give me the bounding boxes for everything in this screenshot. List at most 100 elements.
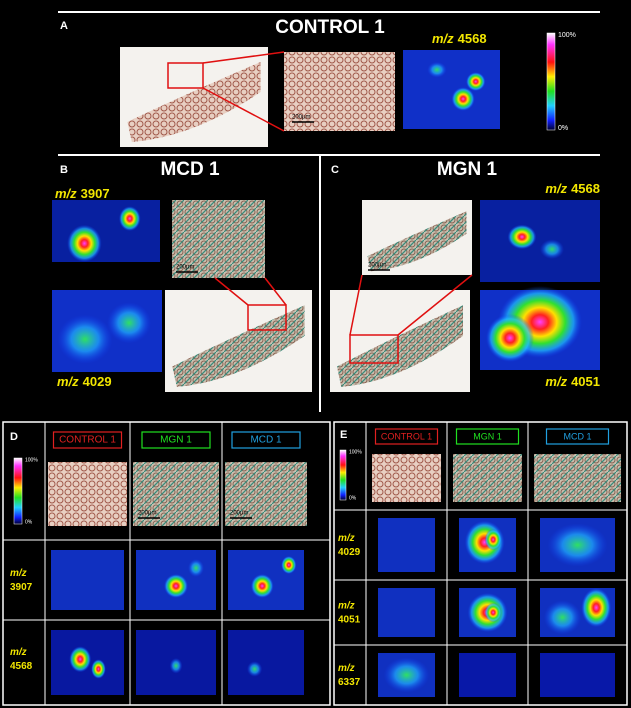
column-label-box [52,431,123,449]
ion-hotspot [188,559,204,577]
ion-hotspot [250,574,274,598]
ion-label: m/z 3907 [10,568,33,593]
ion-hotspot [507,224,537,250]
ion-hotspot [484,602,502,623]
ion-label: m/z 4568 [545,181,600,196]
ion-prefix: m/z [10,647,27,658]
panel-letter: C [331,164,339,176]
ion-mass: 3907 [81,186,110,201]
panel-letter: B [60,164,68,176]
ion-prefix: m/z [432,31,454,46]
histology-image [133,462,219,526]
scale-bar-label: 200µm [292,115,310,121]
zoom-box [247,304,287,331]
histology-image [172,305,305,387]
ion-hotspot [57,314,113,364]
colorbar-max: 100% [558,32,576,39]
ion-mass: 4568 [571,181,600,196]
panel-title: MGN 1 [437,159,498,180]
ion-hotspot [543,600,582,635]
ion-label: m/z 4051 [545,374,600,389]
ion-image [52,200,160,262]
ion-hotspot [91,659,106,679]
colorbar [13,457,23,525]
zoom-line [264,277,287,306]
column-label-box [545,428,610,445]
ion-mass: 4029 [83,374,112,389]
histology-image [127,62,261,142]
ion-hotspot [107,302,151,344]
ion-hotspot [540,239,564,260]
ion-image [459,653,516,697]
scale-bar-label: 200µm [368,263,386,269]
histology-image [453,454,522,502]
zoom-line [214,277,249,306]
column-label: MGN 1 [160,435,192,446]
panel-frame [2,421,331,706]
ion-prefix: m/z [338,533,355,544]
panel-letter: D [10,431,18,443]
ion-mass: 4029 [338,547,361,558]
histology-image [225,462,307,526]
ion-prefix: m/z [338,663,355,674]
ion-prefix: m/z [545,374,567,389]
panel-title: MCD 1 [160,159,220,180]
ion-mass: 4568 [10,661,33,672]
ion-mass: 3907 [10,582,33,593]
scale-bar-label: 200µm [138,511,156,517]
ion-hotspot [427,61,447,78]
zoom-line [202,87,285,132]
ion-label: m/z 4051 [338,600,361,625]
ion-image [51,550,124,610]
ion-image [403,50,500,129]
ion-image [378,518,435,572]
scale-bar-label: 200µm [176,265,194,271]
ion-prefix: m/z [338,600,355,611]
zoom-line [202,51,285,64]
ion-mass: 6337 [338,677,361,688]
ion-prefix: m/z [57,374,79,389]
ion-hotspot [547,523,608,567]
ion-hotspot [486,314,534,362]
ion-hotspot [466,72,486,92]
column-label-box [374,428,439,445]
column-label: MCD 1 [250,435,282,446]
ion-hotspot [169,657,183,674]
ion-image [480,200,600,282]
histology-zoom [284,52,395,131]
ion-hotspot [281,556,297,574]
panel-letter: A [60,20,68,32]
ion-hotspot [69,646,92,673]
colorbar-min: 0% [558,125,568,132]
panel-title: CONTROL 1 [275,17,385,38]
ion-hotspot [484,528,502,551]
zoom-line [397,274,473,336]
colorbar-max: 100% [349,449,362,455]
ion-hotspot [164,574,188,598]
ion-label: m/z 4568 [432,31,487,46]
histology-image [367,211,467,272]
ion-hotspot [451,87,475,111]
ion-label: m/z 3907 [55,186,110,201]
colorbar [546,32,556,131]
panel-letter: E [340,429,347,441]
column-label-box [141,431,211,449]
column-label: MCD 1 [563,431,591,441]
ion-image [228,630,304,695]
zoom-line [349,274,363,336]
ion-hotspot [67,224,102,262]
ion-label: m/z 6337 [338,663,361,688]
ion-prefix: m/z [10,568,27,579]
scale-bar-label: 200µm [230,511,248,517]
ion-mass: 4568 [458,31,487,46]
ion-label: m/z 4568 [10,647,33,672]
colorbar-min: 0% [25,519,33,525]
ion-mass: 4051 [338,614,361,625]
ion-prefix: m/z [55,186,77,201]
histology-image [534,454,621,502]
colorbar-max: 100% [25,457,38,463]
ion-label: m/z 4029 [338,533,361,558]
histology-image [372,454,441,502]
ion-label: m/z 4029 [57,374,112,389]
